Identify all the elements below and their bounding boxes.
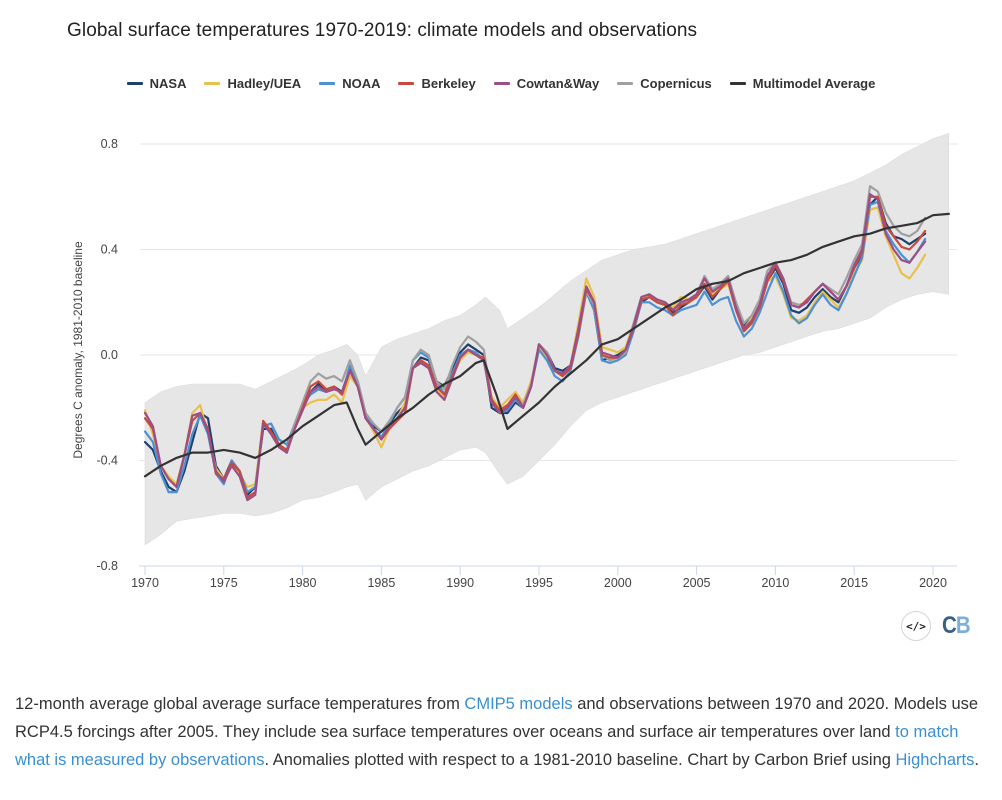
y-tick-label: -0.4 — [96, 454, 118, 468]
y-axis-title: Degrees C anomaly, 1981-2010 baseline — [71, 241, 85, 459]
x-tick-label: 1970 — [131, 576, 159, 590]
legend-swatch — [319, 82, 336, 85]
x-tick-label: 1985 — [367, 576, 395, 590]
y-tick-label: 0.0 — [101, 348, 118, 362]
series-line-multimodel-average[interactable] — [143, 212, 950, 478]
cmip5-models-link[interactable]: CMIP5 models — [464, 695, 573, 713]
caption-text-1: 12-month average global average surface … — [15, 695, 465, 713]
y-tick-label: -0.8 — [96, 559, 118, 573]
x-tick-label: 1990 — [446, 576, 474, 590]
model-range-band — [144, 132, 950, 546]
legend-label: Copernicus — [640, 76, 712, 91]
legend-item-nasa[interactable]: NASA — [126, 76, 187, 91]
legend-label: Hadley/UEA — [227, 76, 302, 91]
series-line-cowtan-way[interactable] — [143, 193, 927, 502]
x-tick-label: 2020 — [919, 576, 947, 590]
legend-swatch — [729, 82, 746, 85]
x-tick-label: 1975 — [210, 576, 238, 590]
x-tick-label: 2000 — [604, 576, 632, 590]
y-tick-label: 0.8 — [101, 137, 118, 151]
highcharts-link[interactable]: Highcharts — [895, 751, 975, 769]
legend-label: Multimodel Average — [752, 76, 876, 91]
chart-title: Global surface temperatures 1970-2019: c… — [67, 20, 698, 41]
x-tick-label: 2005 — [683, 576, 711, 590]
logo-letter-b: B — [955, 612, 971, 639]
y-tick-label: 0.4 — [101, 243, 118, 257]
series-layer — [143, 185, 950, 502]
legend-item-hadley-uea[interactable]: Hadley/UEA — [204, 76, 301, 91]
model-range-band-layer — [144, 132, 950, 546]
legend-swatch — [204, 82, 221, 85]
chart-legend: NASA Hadley/UEA NOAA Berkeley Cowtan&Way Cope… — [0, 76, 1002, 91]
x-tick-label: 2010 — [761, 576, 789, 590]
chart-caption: 12-month average global average surface … — [15, 690, 990, 774]
carbon-brief-logo[interactable]: CB — [942, 612, 971, 640]
code-embed-icon[interactable]: </> — [901, 611, 931, 641]
chart-plot: 0.80.40.0-0.4-0.8 1970 1975 1980 1985 1990 19… — [71, 132, 957, 590]
legend-item-cowtan-way[interactable]: Cowtan&Way — [493, 76, 600, 91]
legend-label: NASA — [149, 76, 187, 91]
caption-text-4: . — [974, 751, 979, 769]
x-tick-label: 1995 — [525, 576, 553, 590]
legend-swatch — [493, 82, 510, 85]
legend-item-berkeley[interactable]: Berkeley — [398, 76, 476, 91]
legend-label: NOAA — [342, 76, 381, 91]
x-tick-label: 2015 — [840, 576, 868, 590]
caption-text-3: . Anomalies plotted with respect to a 19… — [264, 751, 896, 769]
legend-swatch — [126, 82, 143, 85]
legend-item-copernicus[interactable]: Copernicus — [617, 76, 712, 91]
legend-label: Cowtan&Way — [516, 76, 600, 91]
caption-text-2: and observations between 1970 and 2020. … — [15, 695, 979, 741]
legend-item-multimodel-average[interactable]: Multimodel Average — [729, 76, 876, 91]
x-tick-label: 1980 — [289, 576, 317, 590]
grid-lines: 0.8 0.4 0.0 -0.4 -0.8 — [96, 137, 957, 573]
match-observations-link[interactable]: to match what is measured by observation… — [15, 723, 959, 769]
legend-item-noaa[interactable]: NOAA — [319, 76, 380, 91]
legend-swatch — [617, 82, 634, 85]
legend-label: Berkeley — [421, 76, 476, 91]
logo-letter-c: C — [942, 612, 957, 639]
legend-swatch — [398, 82, 415, 85]
axis-layer: 1970 1975 1980 1985 1990 1995 2000 2005 2010 2015… — [131, 565, 957, 590]
